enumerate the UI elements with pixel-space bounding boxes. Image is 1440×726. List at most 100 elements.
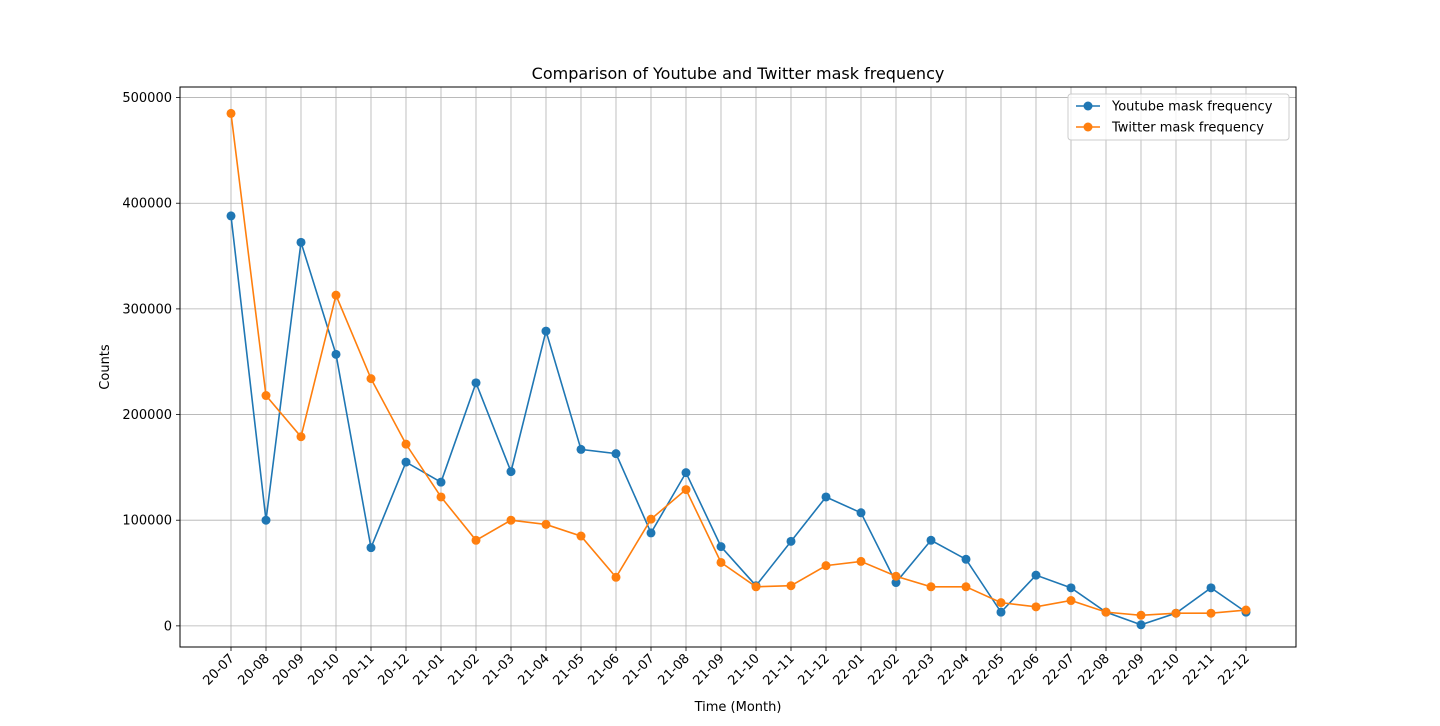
data-point <box>331 290 341 300</box>
data-point <box>1206 583 1216 593</box>
data-point <box>471 378 481 388</box>
data-point <box>961 582 971 592</box>
x-tick-label: 20-10 <box>306 651 343 688</box>
y-axis-label: Counts <box>98 344 113 390</box>
legend-marker <box>1083 101 1093 111</box>
x-tick-label: 22-07 <box>1041 651 1078 688</box>
x-tick-label: 22-12 <box>1216 651 1253 688</box>
data-point <box>401 439 411 449</box>
x-tick-label: 20-07 <box>201 651 238 688</box>
series-layer <box>226 108 1251 630</box>
x-tick-label: 21-09 <box>691 651 728 688</box>
data-point <box>611 449 621 459</box>
data-point <box>891 571 901 581</box>
data-point <box>296 432 306 442</box>
data-point <box>1031 570 1041 580</box>
y-tick-label: 200000 <box>122 408 172 423</box>
data-point <box>401 457 411 467</box>
series-twitter <box>226 108 1251 620</box>
y-tick-label: 0 <box>164 619 172 634</box>
x-tick-label: 22-06 <box>1006 651 1043 688</box>
data-point <box>541 519 551 529</box>
data-point <box>681 485 691 495</box>
x-tick-label: 21-10 <box>726 651 763 688</box>
data-point <box>1206 608 1216 618</box>
x-tick-label: 21-01 <box>411 651 448 688</box>
legend-entry: Youtube mask frequency <box>1111 100 1273 115</box>
legend-entry: Twitter mask frequency <box>1111 121 1264 136</box>
data-point <box>716 542 726 552</box>
data-point <box>1066 596 1076 606</box>
data-point <box>226 211 236 221</box>
data-point <box>261 391 271 401</box>
data-point <box>576 444 586 454</box>
data-point <box>296 237 306 247</box>
data-point <box>1136 620 1146 630</box>
data-point <box>506 467 516 477</box>
data-point <box>891 578 901 588</box>
data-point <box>1066 583 1076 593</box>
data-point <box>1136 610 1146 620</box>
data-point <box>506 515 516 525</box>
x-tick-label: 20-11 <box>341 651 378 688</box>
x-tick-label: 22-04 <box>936 651 973 688</box>
data-point <box>996 598 1006 608</box>
data-point <box>961 554 971 564</box>
legend-box <box>1067 93 1290 141</box>
x-tick-label: 21-08 <box>656 651 693 688</box>
x-tick-label: 21-12 <box>796 651 833 688</box>
x-tick-label: 22-09 <box>1111 651 1148 688</box>
data-point <box>226 108 236 118</box>
x-tick-label: 21-07 <box>621 651 658 688</box>
data-point <box>436 492 446 502</box>
data-point <box>716 557 726 567</box>
x-tick-label: 22-05 <box>971 651 1008 688</box>
data-point <box>366 543 376 553</box>
data-point <box>856 508 866 518</box>
x-tick-label: 20-12 <box>376 651 413 688</box>
legend-marker <box>1083 122 1093 132</box>
data-point <box>996 607 1006 617</box>
data-point <box>751 582 761 592</box>
x-tick-label: 21-05 <box>551 651 588 688</box>
data-point <box>331 349 341 359</box>
plot-frame <box>179 86 1297 648</box>
data-point <box>821 492 831 502</box>
x-axis-label: Time (Month) <box>694 700 782 715</box>
y-tick-label: 300000 <box>122 302 172 317</box>
data-point <box>1031 602 1041 612</box>
x-tick-label: 20-08 <box>236 651 273 688</box>
data-point <box>576 531 586 541</box>
data-point <box>681 468 691 478</box>
x-tick-label: 21-02 <box>446 651 483 688</box>
series-line <box>230 113 1247 617</box>
data-point <box>611 572 621 582</box>
grid <box>180 87 1296 647</box>
axis-ticks: 20-0720-0820-0920-1020-1120-1221-0121-02… <box>122 91 1252 688</box>
data-point <box>1241 605 1251 615</box>
x-tick-label: 22-10 <box>1146 651 1183 688</box>
data-point <box>1101 607 1111 617</box>
x-tick-label: 21-06 <box>586 651 623 688</box>
x-tick-label: 22-03 <box>901 651 938 688</box>
x-tick-label: 22-02 <box>866 651 903 688</box>
data-point <box>646 514 656 524</box>
data-point <box>786 536 796 546</box>
x-tick-label: 21-04 <box>516 651 553 688</box>
series-youtube <box>226 211 1251 630</box>
data-point <box>786 581 796 591</box>
data-point <box>926 535 936 545</box>
data-point <box>646 528 656 538</box>
x-tick-label: 21-03 <box>481 651 518 688</box>
x-tick-label: 21-11 <box>761 651 798 688</box>
data-point <box>541 326 551 336</box>
y-tick-label: 500000 <box>122 91 172 106</box>
data-point <box>1171 608 1181 618</box>
data-point <box>436 477 446 487</box>
data-point <box>366 374 376 384</box>
data-point <box>821 561 831 571</box>
data-point <box>856 556 866 566</box>
y-tick-label: 400000 <box>122 197 172 212</box>
x-tick-label: 22-01 <box>831 651 868 688</box>
